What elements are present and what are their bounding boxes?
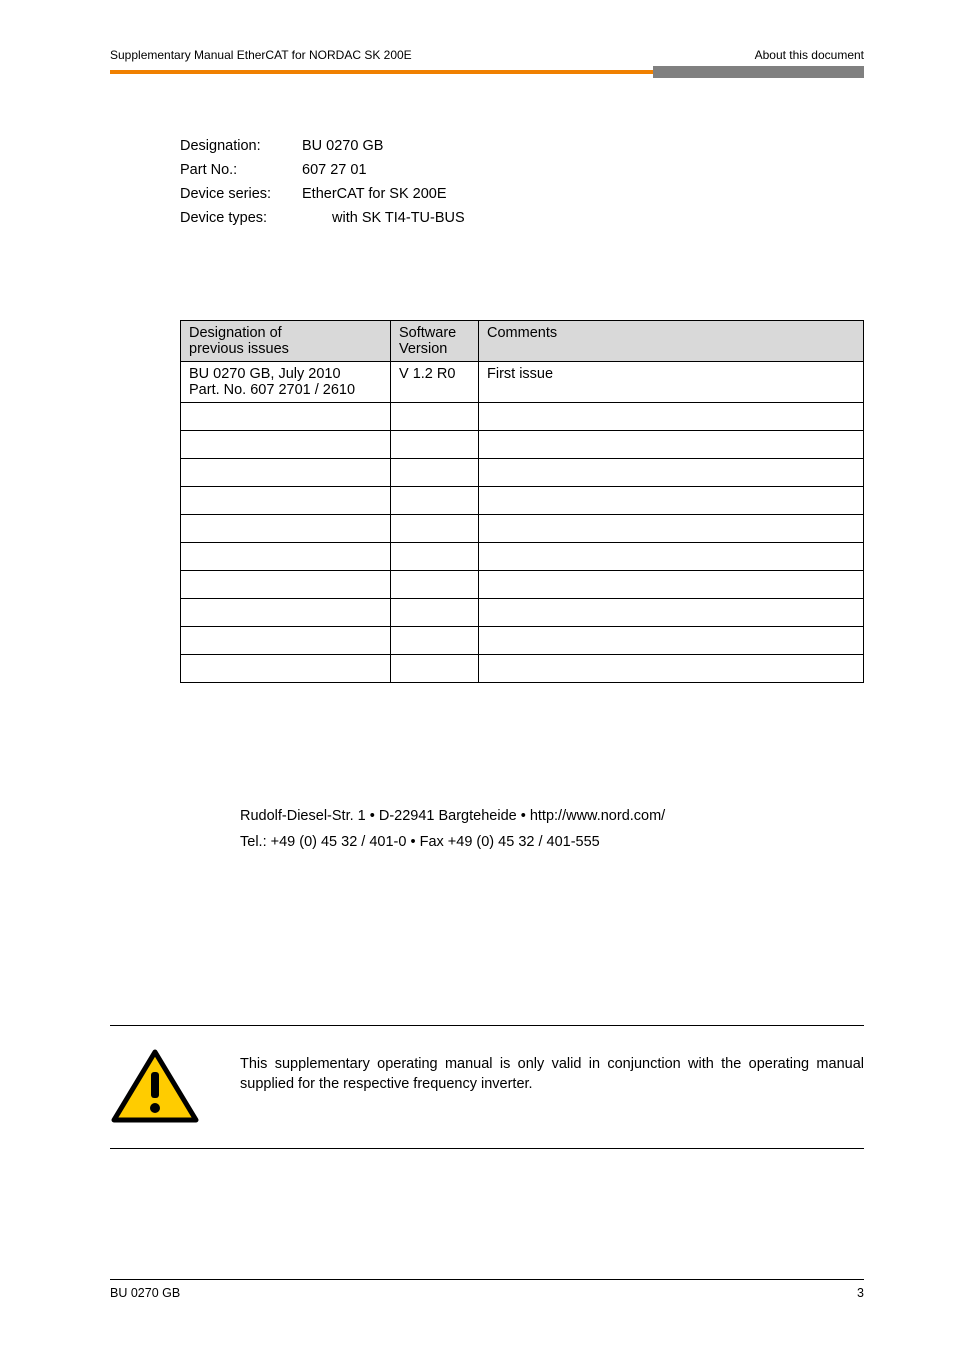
info-row: Designation:BU 0270 GB [180, 134, 864, 158]
table-header-row: Designation ofprevious issues SoftwareVe… [181, 321, 864, 362]
cell-empty [479, 487, 864, 515]
cell-empty [181, 431, 391, 459]
header-bar-orange [110, 70, 653, 74]
cell-empty [391, 571, 479, 599]
validity-note: This supplementary operating manual is o… [110, 1025, 864, 1149]
info-row: Device types: with SK TI4-TU-BUS [180, 206, 864, 230]
info-value: with SK TI4-TU-BUS [302, 206, 864, 230]
cell-empty [391, 543, 479, 571]
table-row [181, 459, 864, 487]
cell-empty [391, 487, 479, 515]
info-row: Part No.:607 27 01 [180, 158, 864, 182]
table-row [181, 655, 864, 683]
table-row [181, 627, 864, 655]
cell-comments: First issue [479, 362, 864, 403]
cell-empty [479, 655, 864, 683]
info-extra: with SK TI4-TU-BUS [332, 210, 465, 226]
cell-empty [181, 599, 391, 627]
cell-empty [479, 543, 864, 571]
contact-info: Rudolf-Diesel-Str. 1 • D-22941 Bargtehei… [240, 803, 864, 855]
cell-empty [391, 459, 479, 487]
cell-empty [181, 459, 391, 487]
contact-line-1: Rudolf-Diesel-Str. 1 • D-22941 Bargtehei… [240, 803, 864, 829]
cell-empty [181, 515, 391, 543]
cell-empty [479, 431, 864, 459]
note-rule-bottom [110, 1148, 864, 1149]
cell-empty [181, 403, 391, 431]
footer-page-number: 3 [857, 1286, 864, 1300]
cell-empty [181, 487, 391, 515]
col-header-designation: Designation ofprevious issues [181, 321, 391, 362]
cell-empty [391, 403, 479, 431]
cell-empty [391, 599, 479, 627]
cell-empty [479, 403, 864, 431]
table-row [181, 599, 864, 627]
cell-designation: BU 0270 GB, July 2010Part. No. 607 2701 … [181, 362, 391, 403]
table-row [181, 431, 864, 459]
page-footer: BU 0270 GB 3 [110, 1271, 864, 1300]
cell-empty [391, 431, 479, 459]
cell-empty [181, 627, 391, 655]
contact-line-2: Tel.: +49 (0) 45 32 / 401-0 • Fax +49 (0… [240, 829, 864, 855]
col-header-designation-text: Designation ofprevious issues [189, 325, 382, 357]
cell-empty [479, 599, 864, 627]
warning-icon [110, 1048, 200, 1126]
table-row [181, 403, 864, 431]
info-value: BU 0270 GB [302, 134, 864, 158]
cell-software: V 1.2 R0 [391, 362, 479, 403]
table-row: BU 0270 GB, July 2010Part. No. 607 2701 … [181, 362, 864, 403]
cell-empty [479, 571, 864, 599]
col-header-software-text: SoftwareVersion [399, 325, 470, 357]
cell-empty [181, 655, 391, 683]
cell-empty [181, 571, 391, 599]
table-row [181, 487, 864, 515]
footer-doc-id: BU 0270 GB [110, 1286, 180, 1300]
info-label: Part No.: [180, 158, 302, 182]
cell-empty [479, 515, 864, 543]
note-text: This supplementary operating manual is o… [240, 1048, 864, 1094]
header-right: About this document [755, 48, 864, 62]
table-row [181, 571, 864, 599]
info-value: 607 27 01 [302, 158, 864, 182]
cell-empty [181, 543, 391, 571]
col-header-comments: Comments [479, 321, 864, 362]
cell-empty [391, 627, 479, 655]
info-label: Device types: [180, 206, 302, 230]
table-row [181, 515, 864, 543]
page-header: Supplementary Manual EtherCAT for NORDAC… [0, 0, 954, 70]
document-info: Designation:BU 0270 GBPart No.:607 27 01… [180, 134, 864, 230]
col-header-software: SoftwareVersion [391, 321, 479, 362]
cell-empty [391, 515, 479, 543]
cell-empty [479, 627, 864, 655]
header-accent-bar [110, 70, 864, 74]
info-label: Designation: [180, 134, 302, 158]
info-value: EtherCAT for SK 200E [302, 182, 864, 206]
revision-history-table: Designation ofprevious issues SoftwareVe… [180, 320, 864, 683]
header-left: Supplementary Manual EtherCAT for NORDAC… [110, 48, 412, 62]
cell-empty [391, 655, 479, 683]
table-row [181, 543, 864, 571]
header-bar-gray [653, 66, 864, 78]
info-label: Device series: [180, 182, 302, 206]
info-row: Device series:EtherCAT for SK 200E [180, 182, 864, 206]
footer-rule [110, 1279, 864, 1280]
cell-empty [479, 459, 864, 487]
